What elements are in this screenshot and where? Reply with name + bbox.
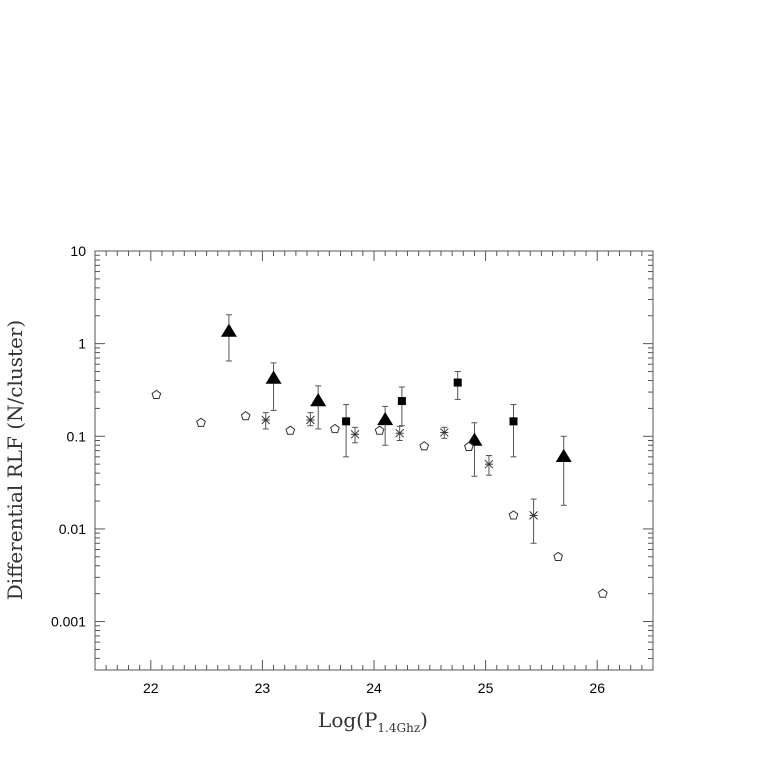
- pentagon-marker: [508, 510, 519, 520]
- square-marker: [453, 378, 462, 387]
- x-axis-title: Log(P1.4Ghz): [318, 708, 428, 735]
- asterisk-marker: [439, 428, 449, 437]
- triangle-marker: [220, 323, 237, 337]
- asterisk-marker: [261, 415, 271, 425]
- y-tick-labels: 10 1 0.1 0.01 0.001: [51, 243, 86, 630]
- error-bars: [225, 314, 567, 544]
- asterisk-marker: [395, 428, 405, 438]
- y-axis-title: Differential RLF (N/cluster): [3, 320, 27, 600]
- square-marker: [397, 397, 406, 406]
- asterisk-marker: [484, 459, 494, 469]
- data-markers: [151, 323, 608, 598]
- pentagon-marker: [330, 423, 340, 434]
- x-tick-label: 24: [366, 680, 382, 696]
- pentagon-marker: [419, 441, 430, 451]
- y-tick-label: 10: [70, 243, 86, 259]
- square-marker: [509, 417, 518, 426]
- y-tick-label: 0.01: [59, 521, 86, 537]
- x-tick-label: 26: [589, 680, 605, 696]
- y-tick-label: 0.001: [51, 614, 86, 630]
- x-tick-label: 25: [478, 680, 494, 696]
- pentagon-marker: [196, 417, 206, 427]
- asterisk-marker: [306, 415, 315, 425]
- x-tick-label: 22: [143, 680, 159, 696]
- triangle-marker: [265, 370, 282, 384]
- y-tick-label: 0.1: [67, 428, 87, 444]
- pentagon-marker: [597, 588, 608, 598]
- triangle-marker: [377, 411, 394, 426]
- pentagon-marker: [553, 551, 564, 561]
- pentagon-marker: [374, 425, 385, 435]
- axis-ticks: [94, 251, 654, 671]
- asterisk-marker: [350, 429, 360, 439]
- pentagon-marker: [463, 441, 474, 451]
- square-marker: [342, 417, 351, 426]
- y-tick-label: 1: [78, 336, 86, 352]
- triangle-marker: [310, 393, 327, 407]
- pentagon-marker: [285, 425, 296, 435]
- asterisk-marker: [529, 511, 538, 520]
- pentagon-marker: [151, 389, 162, 399]
- pentagon-marker: [240, 411, 251, 421]
- x-tick-label: 23: [255, 680, 271, 696]
- x-tick-labels: 22 23 24 25 26: [143, 680, 605, 696]
- triangle-marker: [466, 432, 483, 446]
- triangle-marker: [555, 448, 572, 463]
